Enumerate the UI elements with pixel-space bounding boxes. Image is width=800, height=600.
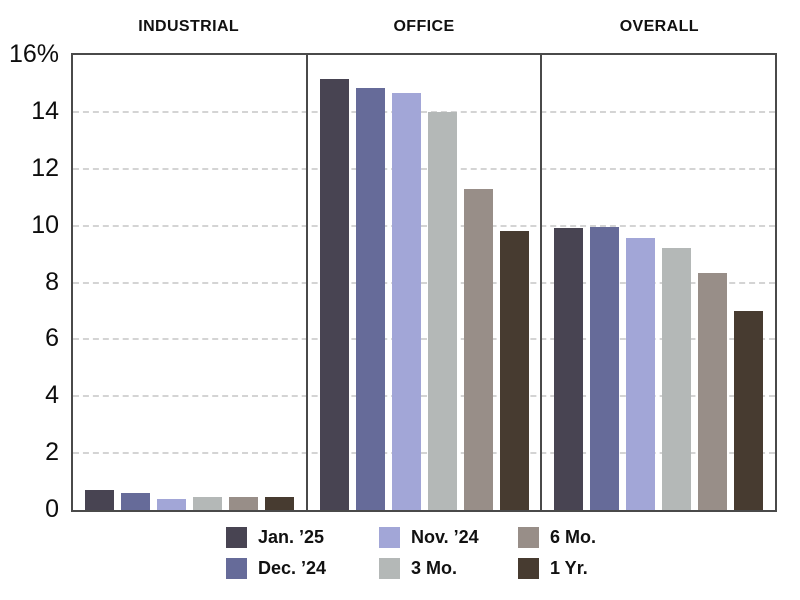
bar-group-industrial [73,55,306,510]
panel-title-industrial: INDUSTRIAL [138,18,240,35]
gridline-8 [73,281,775,284]
y-tick-label-0: 0 [45,495,59,523]
legend-swatch-6-mo [518,527,539,548]
legend-column-3: 6 Mo. 1 Yr. [518,527,596,579]
panel-industrial [73,55,308,510]
legend-item-1-yr: 1 Yr. [518,558,596,579]
legend-swatch-nov-24 [379,527,400,548]
bar-overall-1-yr [734,310,764,510]
y-tick-label-6: 6 [45,324,59,353]
bar-office-3-mo [427,111,457,510]
bar-overall-6-mo [698,272,728,510]
legend: Jan. ’25 Dec. ’24 Nov. ’24 3 Mo. 6 Mo. 1 Yr. [226,527,596,579]
legend-column-2: Nov. ’24 3 Mo. [379,527,518,579]
panel-title-overall: OVERALL [619,18,699,35]
gridline-10 [73,224,775,227]
legend-item-dec-24: Dec. ’24 [226,558,379,579]
bar-office-nov-24 [391,93,421,510]
bar-industrial-jan-25 [84,490,114,510]
y-tick-label-16: 16% [8,40,59,68]
bar-group-overall [542,55,775,510]
y-tick-label-14: 14 [31,96,59,125]
bar-office-1-yr [499,231,529,510]
bar-industrial-dec-24 [120,492,150,510]
y-tick-label-10: 10 [31,210,59,239]
panels [73,55,775,510]
bar-industrial-6-mo [228,497,258,510]
bar-overall-dec-24 [590,227,620,510]
gridline-12 [73,167,775,170]
bar-group-office [308,55,541,510]
y-tick-label-4: 4 [45,381,59,410]
bar-office-jan-25 [319,79,349,510]
panel-title-office: OFFICE [393,18,455,35]
bar-overall-nov-24 [626,238,656,510]
plot-area [71,53,777,512]
legend-label-dec-24: Dec. ’24 [258,558,327,578]
y-tick-label-2: 2 [45,438,59,467]
legend-label-3-mo: 3 Mo. [411,558,458,578]
legend-label-6-mo: 6 Mo. [550,527,597,547]
legend-swatch-1-yr [518,558,539,579]
y-tick-label-12: 12 [31,153,59,182]
bar-office-6-mo [463,188,493,510]
legend-swatch-jan-25 [226,527,247,548]
bar-office-dec-24 [355,87,385,510]
panel-overall [542,55,775,510]
legend-item-jan-25: Jan. ’25 [226,527,379,548]
legend-swatch-dec-24 [226,558,247,579]
bar-overall-jan-25 [554,228,584,510]
legend-item-3-mo: 3 Mo. [379,558,518,579]
gridlines [73,55,775,510]
bar-industrial-nov-24 [156,498,186,510]
legend-item-nov-24: Nov. ’24 [379,527,518,548]
legend-item-6-mo: 6 Mo. [518,527,596,548]
panel-office [308,55,543,510]
legend-label-1-yr: 1 Yr. [550,558,588,578]
gridline-6 [73,338,775,341]
gridline-14 [73,110,775,113]
bar-industrial-3-mo [192,497,222,510]
legend-label-jan-25: Jan. ’25 [258,527,325,547]
legend-label-nov-24: Nov. ’24 [411,527,479,547]
bar-industrial-1-yr [264,497,294,510]
gridline-4 [73,395,775,398]
gridline-2 [73,452,775,455]
legend-swatch-3-mo [379,558,400,579]
y-tick-label-8: 8 [45,267,59,296]
legend-column-1: Jan. ’25 Dec. ’24 [226,527,379,579]
bar-overall-3-mo [662,248,692,510]
